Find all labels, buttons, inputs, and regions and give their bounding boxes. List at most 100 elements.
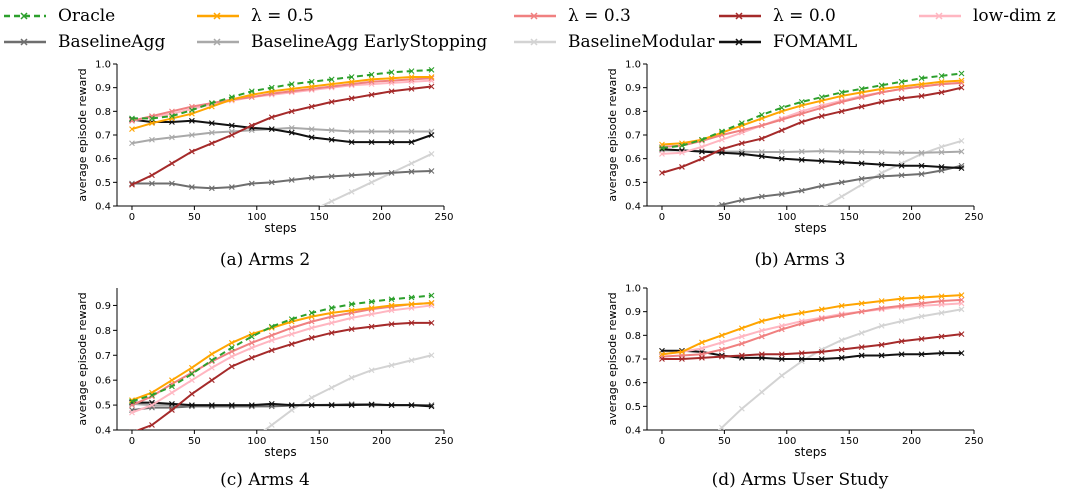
data-point-l00 [428,319,435,326]
data-point-bmod [898,318,905,325]
data-point-bagg [408,168,415,175]
data-point-fomaml [408,402,415,408]
data-point-l05 [718,332,725,339]
data-point-bmod [719,244,724,249]
y-tick-label: 0.8 [95,326,111,337]
data-point-bagges [958,148,965,155]
data-point-bagges [778,149,785,155]
data-point-l00 [169,407,175,413]
data-point-l00 [898,95,905,102]
series-line-lowdim [131,79,432,122]
data-point-l05 [288,85,295,92]
legend-item-fomaml: FOMAML [715,32,857,52]
data-point-bagg [388,169,395,176]
data-point-l05 [208,351,215,357]
data-point-l00 [838,108,845,115]
data-point-fomaml [368,401,375,408]
data-point-fomaml [838,159,845,166]
data-point-bmod [428,352,435,359]
data-point-l00 [878,98,885,105]
data-point-lowdim [679,149,685,156]
data-point-l00 [718,353,725,360]
x-tick-label: 50 [718,436,731,447]
data-point-l05 [898,295,905,302]
data-point-bmod [209,460,214,465]
data-point-bagges [758,149,765,155]
data-point-l05 [758,318,765,325]
data-point-oracle [699,136,705,143]
y-tick-label: 0.4 [95,426,111,437]
data-point-fomaml [308,134,315,141]
data-point-bagges [328,127,335,134]
data-point-oracle [958,70,965,77]
data-point-fomaml [818,356,825,362]
data-point-l00 [818,349,825,355]
data-point-l00 [958,84,965,91]
data-point-oracle [918,75,925,82]
data-point-oracle [129,115,135,122]
data-point-oracle [149,392,155,399]
x-tick-label: 150 [310,436,329,447]
data-point-bagg [288,177,295,183]
data-point-l00 [248,354,255,361]
data-point-lowdim [268,337,275,344]
y-tick-label: 0.8 [625,331,641,342]
data-point-fomaml [228,122,235,129]
y-tick-label: 0.4 [95,202,111,213]
data-point-bagg [228,184,235,190]
legend-label-bagg: BaselineAgg [58,32,166,52]
data-point-l00 [348,95,355,102]
legend-item-bmod: BaselineModular [510,32,714,52]
data-point-l03 [858,94,865,101]
data-point-l05 [129,126,135,132]
data-point-l00 [328,329,335,336]
data-point-bagges [169,134,175,141]
x-tick-label: 50 [188,212,201,223]
data-point-oracle [798,98,805,105]
data-point-lowdim [248,344,255,351]
legend-label-bagges: BaselineAgg EarlyStopping [251,32,488,52]
x-tick-label: 200 [902,436,921,447]
data-point-lowdim [228,353,235,360]
y-tick-label: 0.4 [625,426,641,437]
data-point-bmod [348,374,355,381]
data-point-oracle [368,298,375,305]
data-point-l05 [958,77,965,84]
caption-arms-2: (a) Arms 2 [219,250,311,270]
x-tick-label: 0 [659,212,665,223]
data-point-l00 [958,331,965,338]
data-point-l05 [328,81,335,88]
data-point-lowdim [718,136,725,143]
x-tick-label: 50 [188,436,201,447]
series-line-l00 [135,321,432,430]
data-point-l05 [388,302,395,309]
data-point-l05 [898,83,905,90]
data-point-l00 [659,356,665,362]
data-point-l00 [208,377,215,384]
data-point-fomaml [898,162,905,169]
data-point-bmod [388,362,395,369]
series-line-oracle [131,68,432,120]
data-point-bagges [388,128,395,135]
data-point-l00 [858,103,865,110]
data-point-oracle [858,85,865,92]
data-point-oracle [169,383,175,390]
data-point-l00 [858,344,865,351]
series-line-l03 [661,298,962,358]
data-point-bagg [659,222,664,227]
data-point-fomaml [918,162,925,169]
series-line-l00 [661,86,962,174]
data-point-l00 [798,119,805,125]
data-point-bagg [129,180,135,187]
data-point-l05 [938,78,945,85]
x-tick-label: 250 [964,436,983,447]
data-point-oracle [348,301,355,308]
y-tick-label: 0.5 [625,178,641,189]
x-tick-label: 200 [372,436,391,447]
x-tick-label: 200 [372,212,391,223]
y-tick-label: 0.9 [625,307,641,318]
legend-label-oracle: Oracle [58,6,116,26]
data-point-l05 [659,351,665,358]
data-point-lowdim [129,409,135,416]
legend-swatch-fomaml [719,38,761,46]
